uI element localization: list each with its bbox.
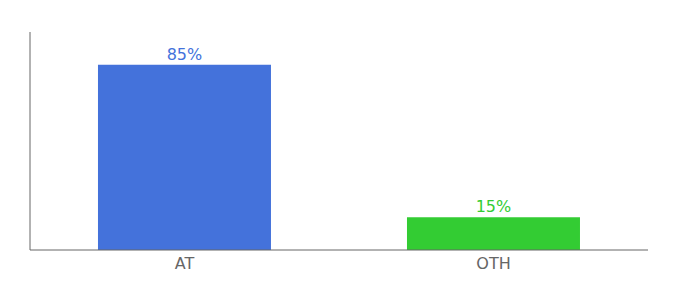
svg-text:85%: 85%: [167, 45, 203, 64]
svg-text:15%: 15%: [476, 197, 512, 216]
svg-text:OTH: OTH: [476, 254, 510, 273]
svg-text:AT: AT: [175, 254, 195, 273]
